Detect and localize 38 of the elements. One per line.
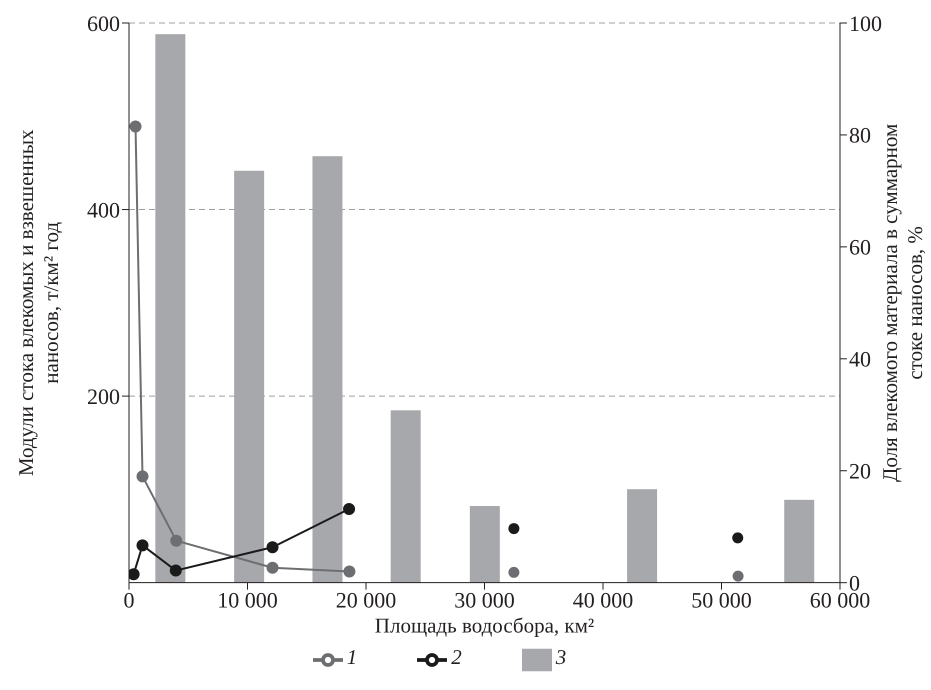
legend-label: 2	[451, 644, 462, 669]
point	[130, 120, 142, 133]
point	[508, 523, 520, 534]
legend-label: 3	[556, 644, 566, 669]
point	[732, 532, 744, 544]
x-tick-label: 20 000	[336, 587, 396, 612]
bar	[390, 410, 421, 583]
bar	[784, 500, 814, 583]
y-axis-title: Модули стока влекомых и взвешенных наносов, т/км² год	[14, 129, 63, 476]
y2-axis-title: Доля влекомого материала в суммарном стоке наносов, %	[878, 124, 927, 482]
x-tick-label: 10 000	[217, 587, 278, 612]
point	[343, 502, 356, 515]
point	[508, 566, 520, 578]
y2-tick-label: 100	[849, 10, 882, 36]
y2-tick-label: 40	[849, 346, 871, 372]
point	[266, 562, 279, 574]
x-tick-label: 0	[124, 587, 134, 612]
x-tick-label: 30 000	[454, 587, 515, 612]
x-tick-label: 40 000	[572, 587, 634, 612]
point	[170, 564, 182, 577]
y-tick-label: 400	[87, 197, 120, 222]
legend-label: 1	[346, 644, 358, 669]
y2-tick-label: 20	[849, 458, 871, 484]
point	[136, 539, 149, 552]
y2-tick-label: 60	[849, 234, 871, 260]
y-tick-label: 200	[87, 384, 120, 409]
point	[732, 570, 744, 582]
point	[343, 565, 356, 578]
point	[170, 534, 182, 547]
bar	[470, 506, 500, 583]
y-tick-label: 600	[87, 10, 120, 36]
y2-tick-label: 80	[849, 122, 871, 148]
x-axis-title: Площадь водосбора, км²	[374, 614, 594, 638]
point	[136, 470, 149, 482]
point	[266, 541, 279, 554]
bar	[627, 489, 658, 583]
point	[129, 568, 140, 580]
x-tick-label: 50 000	[691, 587, 752, 612]
